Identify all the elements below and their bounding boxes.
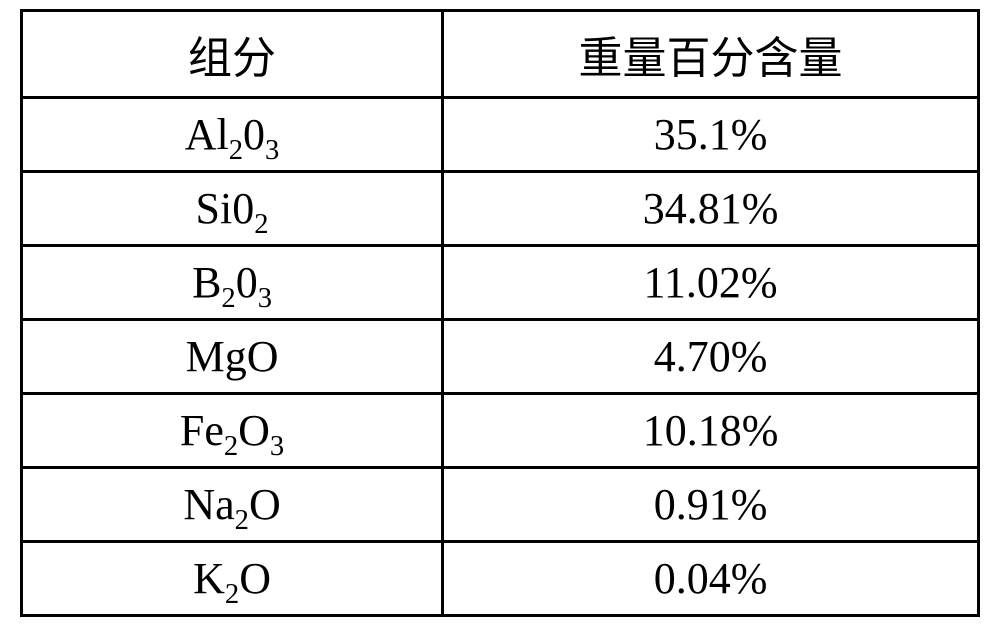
header-weight: 重量百分含量 <box>443 10 979 97</box>
table-row: Fe2O3 10.18% <box>22 393 979 467</box>
cell-value: 4.70% <box>443 319 979 393</box>
cell-value: 34.81% <box>443 171 979 245</box>
table-row: Al203 35.1% <box>22 97 979 171</box>
composition-table: 组分 重量百分含量 Al203 35.1% Si02 34.81% B203 1… <box>20 9 980 617</box>
table-row: K2O 0.04% <box>22 541 979 615</box>
cell-component: K2O <box>22 541 443 615</box>
cell-value: 0.91% <box>443 467 979 541</box>
cell-component: Fe2O3 <box>22 393 443 467</box>
table-row: Si02 34.81% <box>22 171 979 245</box>
cell-component: MgO <box>22 319 443 393</box>
cell-component: B203 <box>22 245 443 319</box>
header-component: 组分 <box>22 10 443 97</box>
table-row: MgO 4.70% <box>22 319 979 393</box>
cell-component: Na2O <box>22 467 443 541</box>
cell-component: Al203 <box>22 97 443 171</box>
cell-component: Si02 <box>22 171 443 245</box>
cell-value: 0.04% <box>443 541 979 615</box>
cell-value: 11.02% <box>443 245 979 319</box>
cell-value: 10.18% <box>443 393 979 467</box>
table-row: Na2O 0.91% <box>22 467 979 541</box>
table-row: B203 11.02% <box>22 245 979 319</box>
cell-value: 35.1% <box>443 97 979 171</box>
table-body: Al203 35.1% Si02 34.81% B203 11.02% MgO … <box>22 97 979 615</box>
table-header-row: 组分 重量百分含量 <box>22 10 979 97</box>
